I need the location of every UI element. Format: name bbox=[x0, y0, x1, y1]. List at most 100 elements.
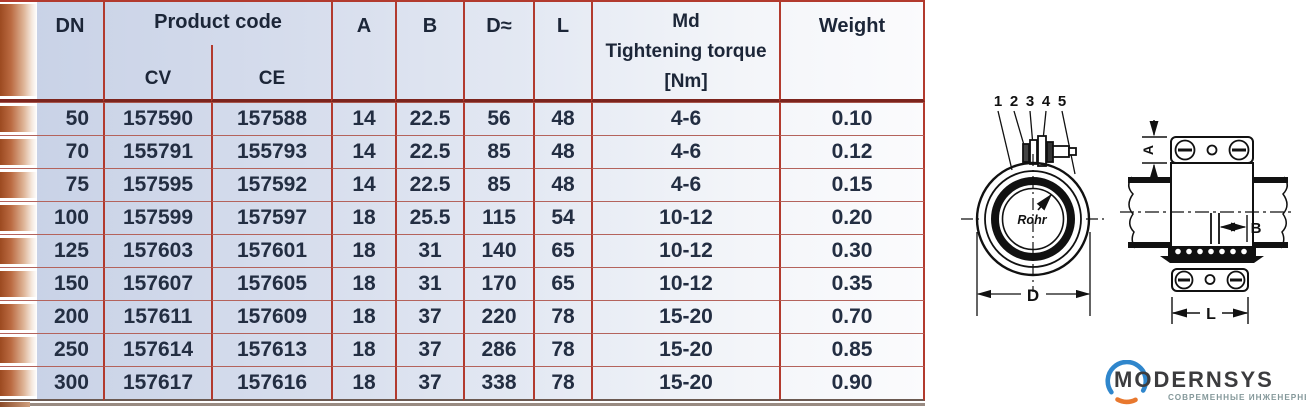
md-line2: Tightening torque bbox=[605, 41, 767, 62]
col-header-cv: CV bbox=[103, 45, 211, 102]
cell-d: 56 bbox=[463, 102, 534, 136]
table-row: 250 157614 157613 18 37 286 78 15-20 0.85 bbox=[0, 334, 926, 367]
center-lines bbox=[961, 154, 1105, 292]
cell-dn: 125 bbox=[37, 235, 103, 268]
cell-md: 15-20 bbox=[591, 367, 780, 401]
cell-weight: 0.35 bbox=[779, 268, 926, 301]
dim-a-lines bbox=[1142, 120, 1167, 180]
cell-ce: 157605 bbox=[211, 268, 332, 301]
cell-cv: 157595 bbox=[103, 169, 211, 202]
cell-d: 220 bbox=[463, 301, 534, 334]
cell-a: 18 bbox=[331, 235, 396, 268]
pipe-break-right bbox=[1280, 176, 1288, 249]
row-tab bbox=[0, 268, 37, 301]
product-table: DN Product code A B D≈ L Md Tightening t… bbox=[0, 0, 926, 401]
cell-ce: 157616 bbox=[211, 367, 332, 401]
catalog-table: DN Product code A B D≈ L Md Tightening t… bbox=[0, 0, 926, 401]
cell-weight: 0.12 bbox=[779, 136, 926, 169]
cell-cv: 155791 bbox=[103, 136, 211, 169]
cell-md: 10-12 bbox=[591, 202, 780, 235]
cell-weight: 0.15 bbox=[779, 169, 926, 202]
cell-l: 65 bbox=[533, 268, 592, 301]
table-row: 150 157607 157605 18 31 170 65 10-12 0.35 bbox=[0, 268, 926, 301]
dim-l-lines bbox=[1171, 297, 1249, 324]
cell-weight: 0.10 bbox=[779, 102, 926, 136]
cell-dn: 75 bbox=[37, 169, 103, 202]
col-header-b: B bbox=[395, 0, 464, 102]
row-tab bbox=[0, 334, 37, 367]
cell-d: 170 bbox=[463, 268, 534, 301]
cell-md: 10-12 bbox=[591, 235, 780, 268]
part-number-5: 5 bbox=[1058, 93, 1066, 110]
table-row: 200 157611 157609 18 37 220 78 15-20 0.70 bbox=[0, 301, 926, 334]
cell-b: 37 bbox=[395, 367, 464, 401]
cell-a: 18 bbox=[331, 301, 396, 334]
cell-ce: 157613 bbox=[211, 334, 332, 367]
tab-gradient bbox=[0, 238, 37, 264]
cell-l: 78 bbox=[533, 334, 592, 367]
next-row-tab-stub bbox=[0, 402, 30, 407]
row-tab bbox=[0, 136, 37, 169]
cell-b: 25.5 bbox=[395, 202, 464, 235]
pipe-arrow bbox=[1036, 193, 1053, 211]
cell-b: 22.5 bbox=[395, 169, 464, 202]
cell-md: 10-12 bbox=[591, 268, 780, 301]
table-row: 100 157599 157597 18 25.5 115 54 10-12 0.20 bbox=[0, 202, 926, 235]
cell-b: 37 bbox=[395, 334, 464, 367]
screw-icon bbox=[1228, 139, 1250, 161]
cell-ce: 157588 bbox=[211, 102, 332, 136]
cell-md: 15-20 bbox=[591, 301, 780, 334]
pipe-label: Rohr bbox=[1017, 213, 1047, 227]
md-line1: Md bbox=[672, 11, 700, 32]
cell-l: 48 bbox=[533, 169, 592, 202]
row-tab bbox=[0, 202, 37, 235]
part-number-3: 3 bbox=[1026, 93, 1034, 110]
table-row: 70 155791 155793 14 22.5 85 48 4-6 0.12 bbox=[0, 136, 926, 169]
cell-dn: 300 bbox=[37, 367, 103, 401]
cell-a: 14 bbox=[331, 102, 396, 136]
cell-d: 115 bbox=[463, 202, 534, 235]
tab-gradient bbox=[0, 172, 37, 198]
tab-gradient bbox=[0, 106, 37, 132]
cell-cv: 157607 bbox=[103, 268, 211, 301]
cell-cv: 157599 bbox=[103, 202, 211, 235]
cell-d: 85 bbox=[463, 169, 534, 202]
logo: MODERNSYS СОВРЕМЕННЫЕ ИНЖЕНЕРНЫЕ СИСТЕМЫ bbox=[1104, 358, 1306, 407]
col-header-dn: DN bbox=[37, 0, 103, 102]
tab-gradient bbox=[0, 139, 37, 165]
screw-icon bbox=[1226, 270, 1246, 290]
col-header-d: D≈ bbox=[463, 0, 534, 102]
side-view-drawing: A B L bbox=[1120, 120, 1294, 324]
cell-d: 140 bbox=[463, 235, 534, 268]
col-header-ce: CE bbox=[211, 45, 332, 102]
dim-d-lines bbox=[976, 232, 1091, 316]
tab-gradient bbox=[0, 304, 37, 330]
table-row: 50 157590 157588 14 22.5 56 48 4-6 0.10 bbox=[0, 102, 926, 136]
row-tab bbox=[0, 301, 37, 334]
cell-b: 22.5 bbox=[395, 102, 464, 136]
table-row: 75 157595 157592 14 22.5 85 48 4-6 0.15 bbox=[0, 169, 926, 202]
cell-dn: 50 bbox=[37, 102, 103, 136]
pipe-gap bbox=[1210, 213, 1220, 244]
cell-cv: 157611 bbox=[103, 301, 211, 334]
cell-dn: 100 bbox=[37, 202, 103, 235]
cell-l: 48 bbox=[533, 136, 592, 169]
row-tab bbox=[0, 102, 37, 136]
cell-a: 18 bbox=[331, 202, 396, 235]
cell-cv: 157603 bbox=[103, 235, 211, 268]
cell-ce: 157592 bbox=[211, 169, 332, 202]
col-header-product-code: Product code bbox=[103, 0, 331, 45]
tab-gradient bbox=[0, 370, 37, 396]
dim-l-label: L bbox=[1206, 306, 1216, 323]
dim-d-label: D bbox=[1027, 286, 1039, 305]
header-tab bbox=[0, 0, 37, 102]
cell-b: 31 bbox=[395, 235, 464, 268]
cell-ce: 157609 bbox=[211, 301, 332, 334]
cell-weight: 0.90 bbox=[779, 367, 926, 401]
cell-cv: 157614 bbox=[103, 334, 211, 367]
cell-md: 4-6 bbox=[591, 169, 780, 202]
tab-gradient bbox=[0, 337, 37, 363]
cell-l: 48 bbox=[533, 102, 592, 136]
table-body: 50 157590 157588 14 22.5 56 48 4-6 0.10 70 155791 1… bbox=[0, 102, 926, 401]
col-header-a: A bbox=[331, 0, 396, 102]
